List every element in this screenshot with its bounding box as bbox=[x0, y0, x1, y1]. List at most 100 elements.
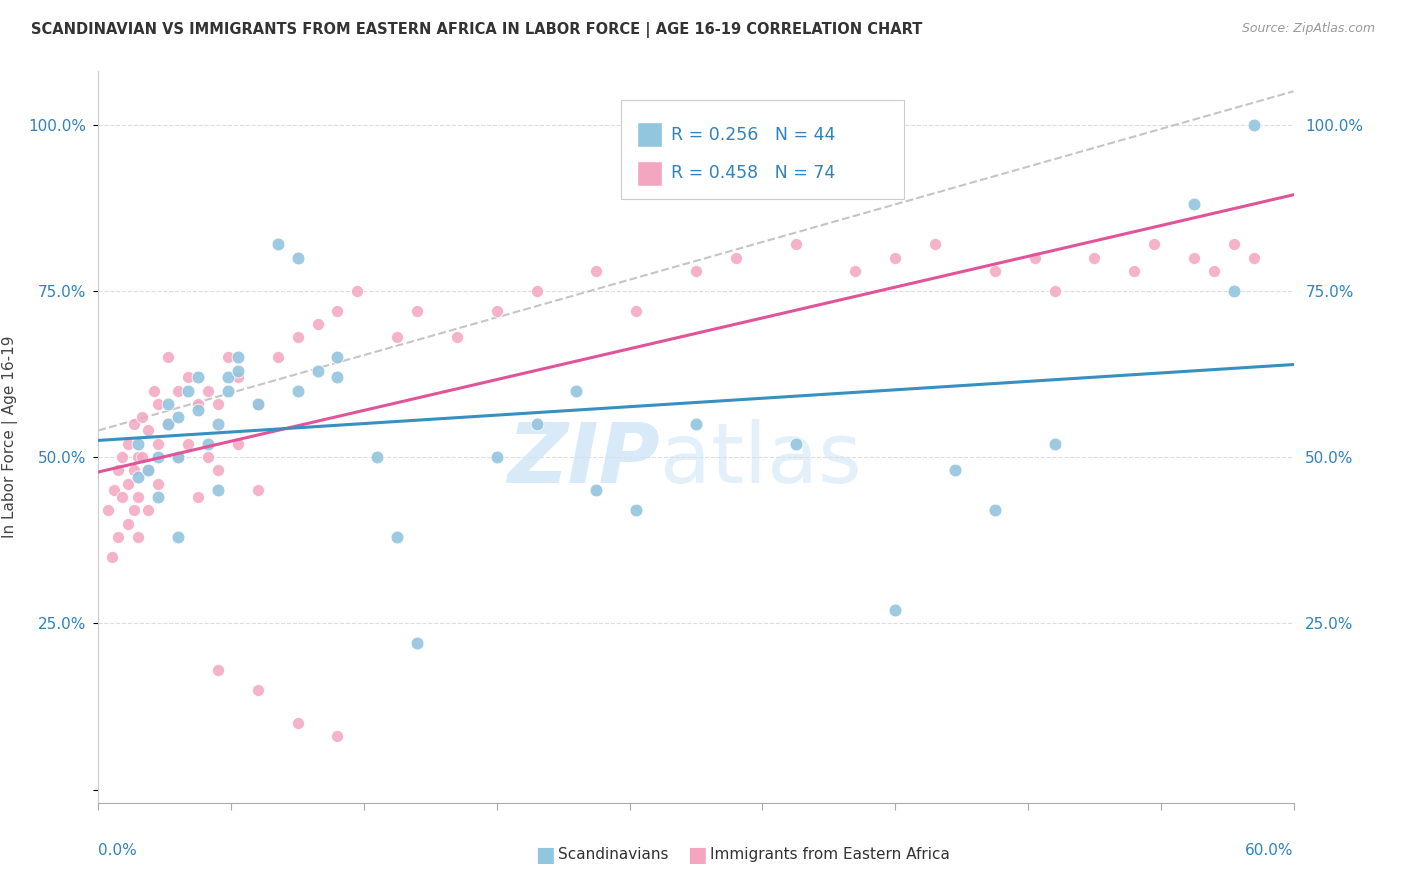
Point bbox=[127, 530, 149, 544]
Point bbox=[127, 450, 149, 464]
Point bbox=[267, 237, 290, 252]
Text: R = 0.458   N = 74: R = 0.458 N = 74 bbox=[671, 164, 835, 182]
Point bbox=[197, 450, 219, 464]
Point bbox=[406, 303, 429, 318]
Point bbox=[246, 483, 269, 498]
Point bbox=[177, 370, 200, 384]
Point bbox=[724, 251, 747, 265]
Point bbox=[187, 490, 209, 504]
Point bbox=[187, 403, 209, 417]
Point bbox=[1043, 436, 1066, 450]
Point bbox=[685, 417, 707, 431]
Point bbox=[187, 397, 209, 411]
Point bbox=[157, 417, 180, 431]
Point bbox=[984, 264, 1007, 278]
Point bbox=[326, 351, 349, 365]
Point bbox=[103, 483, 125, 498]
Point bbox=[287, 251, 309, 265]
Point bbox=[366, 450, 388, 464]
Point bbox=[526, 284, 548, 298]
Point bbox=[167, 450, 190, 464]
Text: 60.0%: 60.0% bbox=[1246, 843, 1294, 858]
Y-axis label: In Labor Force | Age 16-19: In Labor Force | Age 16-19 bbox=[1, 335, 17, 539]
Text: R = 0.256   N = 44: R = 0.256 N = 44 bbox=[671, 126, 835, 144]
Point bbox=[157, 417, 180, 431]
Point bbox=[217, 370, 239, 384]
Point bbox=[984, 503, 1007, 517]
Point bbox=[385, 530, 409, 544]
Point bbox=[97, 503, 120, 517]
Point bbox=[148, 436, 170, 450]
Point bbox=[207, 397, 229, 411]
Point bbox=[844, 264, 866, 278]
Point bbox=[246, 682, 269, 697]
Text: Immigrants from Eastern Africa: Immigrants from Eastern Africa bbox=[710, 847, 950, 862]
Point bbox=[884, 603, 907, 617]
Point bbox=[117, 436, 139, 450]
Point bbox=[217, 351, 239, 365]
Point bbox=[267, 351, 290, 365]
Point bbox=[143, 384, 166, 398]
Point bbox=[157, 397, 180, 411]
Point bbox=[124, 503, 146, 517]
Point bbox=[1202, 264, 1225, 278]
Point bbox=[217, 384, 239, 398]
Point bbox=[177, 384, 200, 398]
Text: ■: ■ bbox=[536, 845, 555, 864]
Text: ZIP: ZIP bbox=[508, 418, 661, 500]
Point bbox=[226, 351, 249, 365]
Point bbox=[307, 317, 329, 331]
Point bbox=[207, 663, 229, 677]
Point bbox=[136, 503, 159, 517]
Point bbox=[307, 363, 329, 377]
Point bbox=[167, 530, 190, 544]
Point bbox=[785, 237, 807, 252]
Point bbox=[117, 476, 139, 491]
Point bbox=[1123, 264, 1146, 278]
Point bbox=[1243, 118, 1265, 132]
Point bbox=[785, 436, 807, 450]
Point bbox=[406, 636, 429, 650]
Point bbox=[585, 483, 607, 498]
Point bbox=[127, 490, 149, 504]
Point bbox=[107, 463, 129, 477]
Point bbox=[346, 284, 368, 298]
Point bbox=[107, 530, 129, 544]
Point bbox=[226, 370, 249, 384]
Point bbox=[136, 463, 159, 477]
Point bbox=[943, 463, 966, 477]
Point bbox=[226, 363, 249, 377]
Point bbox=[287, 384, 309, 398]
Text: SCANDINAVIAN VS IMMIGRANTS FROM EASTERN AFRICA IN LABOR FORCE | AGE 16-19 CORREL: SCANDINAVIAN VS IMMIGRANTS FROM EASTERN … bbox=[31, 22, 922, 38]
Point bbox=[127, 436, 149, 450]
Point bbox=[326, 729, 349, 743]
Point bbox=[287, 330, 309, 344]
Point bbox=[385, 330, 409, 344]
Point bbox=[117, 516, 139, 531]
Point bbox=[136, 424, 159, 438]
Point bbox=[148, 450, 170, 464]
Point bbox=[246, 397, 269, 411]
Point bbox=[124, 417, 146, 431]
Point bbox=[157, 351, 180, 365]
Point bbox=[111, 450, 134, 464]
Point bbox=[207, 483, 229, 498]
Point bbox=[1143, 237, 1166, 252]
Point bbox=[565, 384, 588, 398]
Point bbox=[1182, 197, 1205, 211]
Point bbox=[131, 450, 153, 464]
Point bbox=[167, 384, 190, 398]
Text: Scandinavians: Scandinavians bbox=[558, 847, 669, 862]
Point bbox=[1223, 237, 1246, 252]
Point bbox=[207, 417, 229, 431]
Point bbox=[585, 264, 607, 278]
Point bbox=[626, 503, 648, 517]
Point bbox=[446, 330, 468, 344]
Point bbox=[526, 417, 548, 431]
Text: ■: ■ bbox=[688, 845, 707, 864]
Point bbox=[167, 410, 190, 425]
Point bbox=[1182, 251, 1205, 265]
Point bbox=[101, 549, 124, 564]
Point bbox=[148, 490, 170, 504]
Point bbox=[485, 303, 508, 318]
